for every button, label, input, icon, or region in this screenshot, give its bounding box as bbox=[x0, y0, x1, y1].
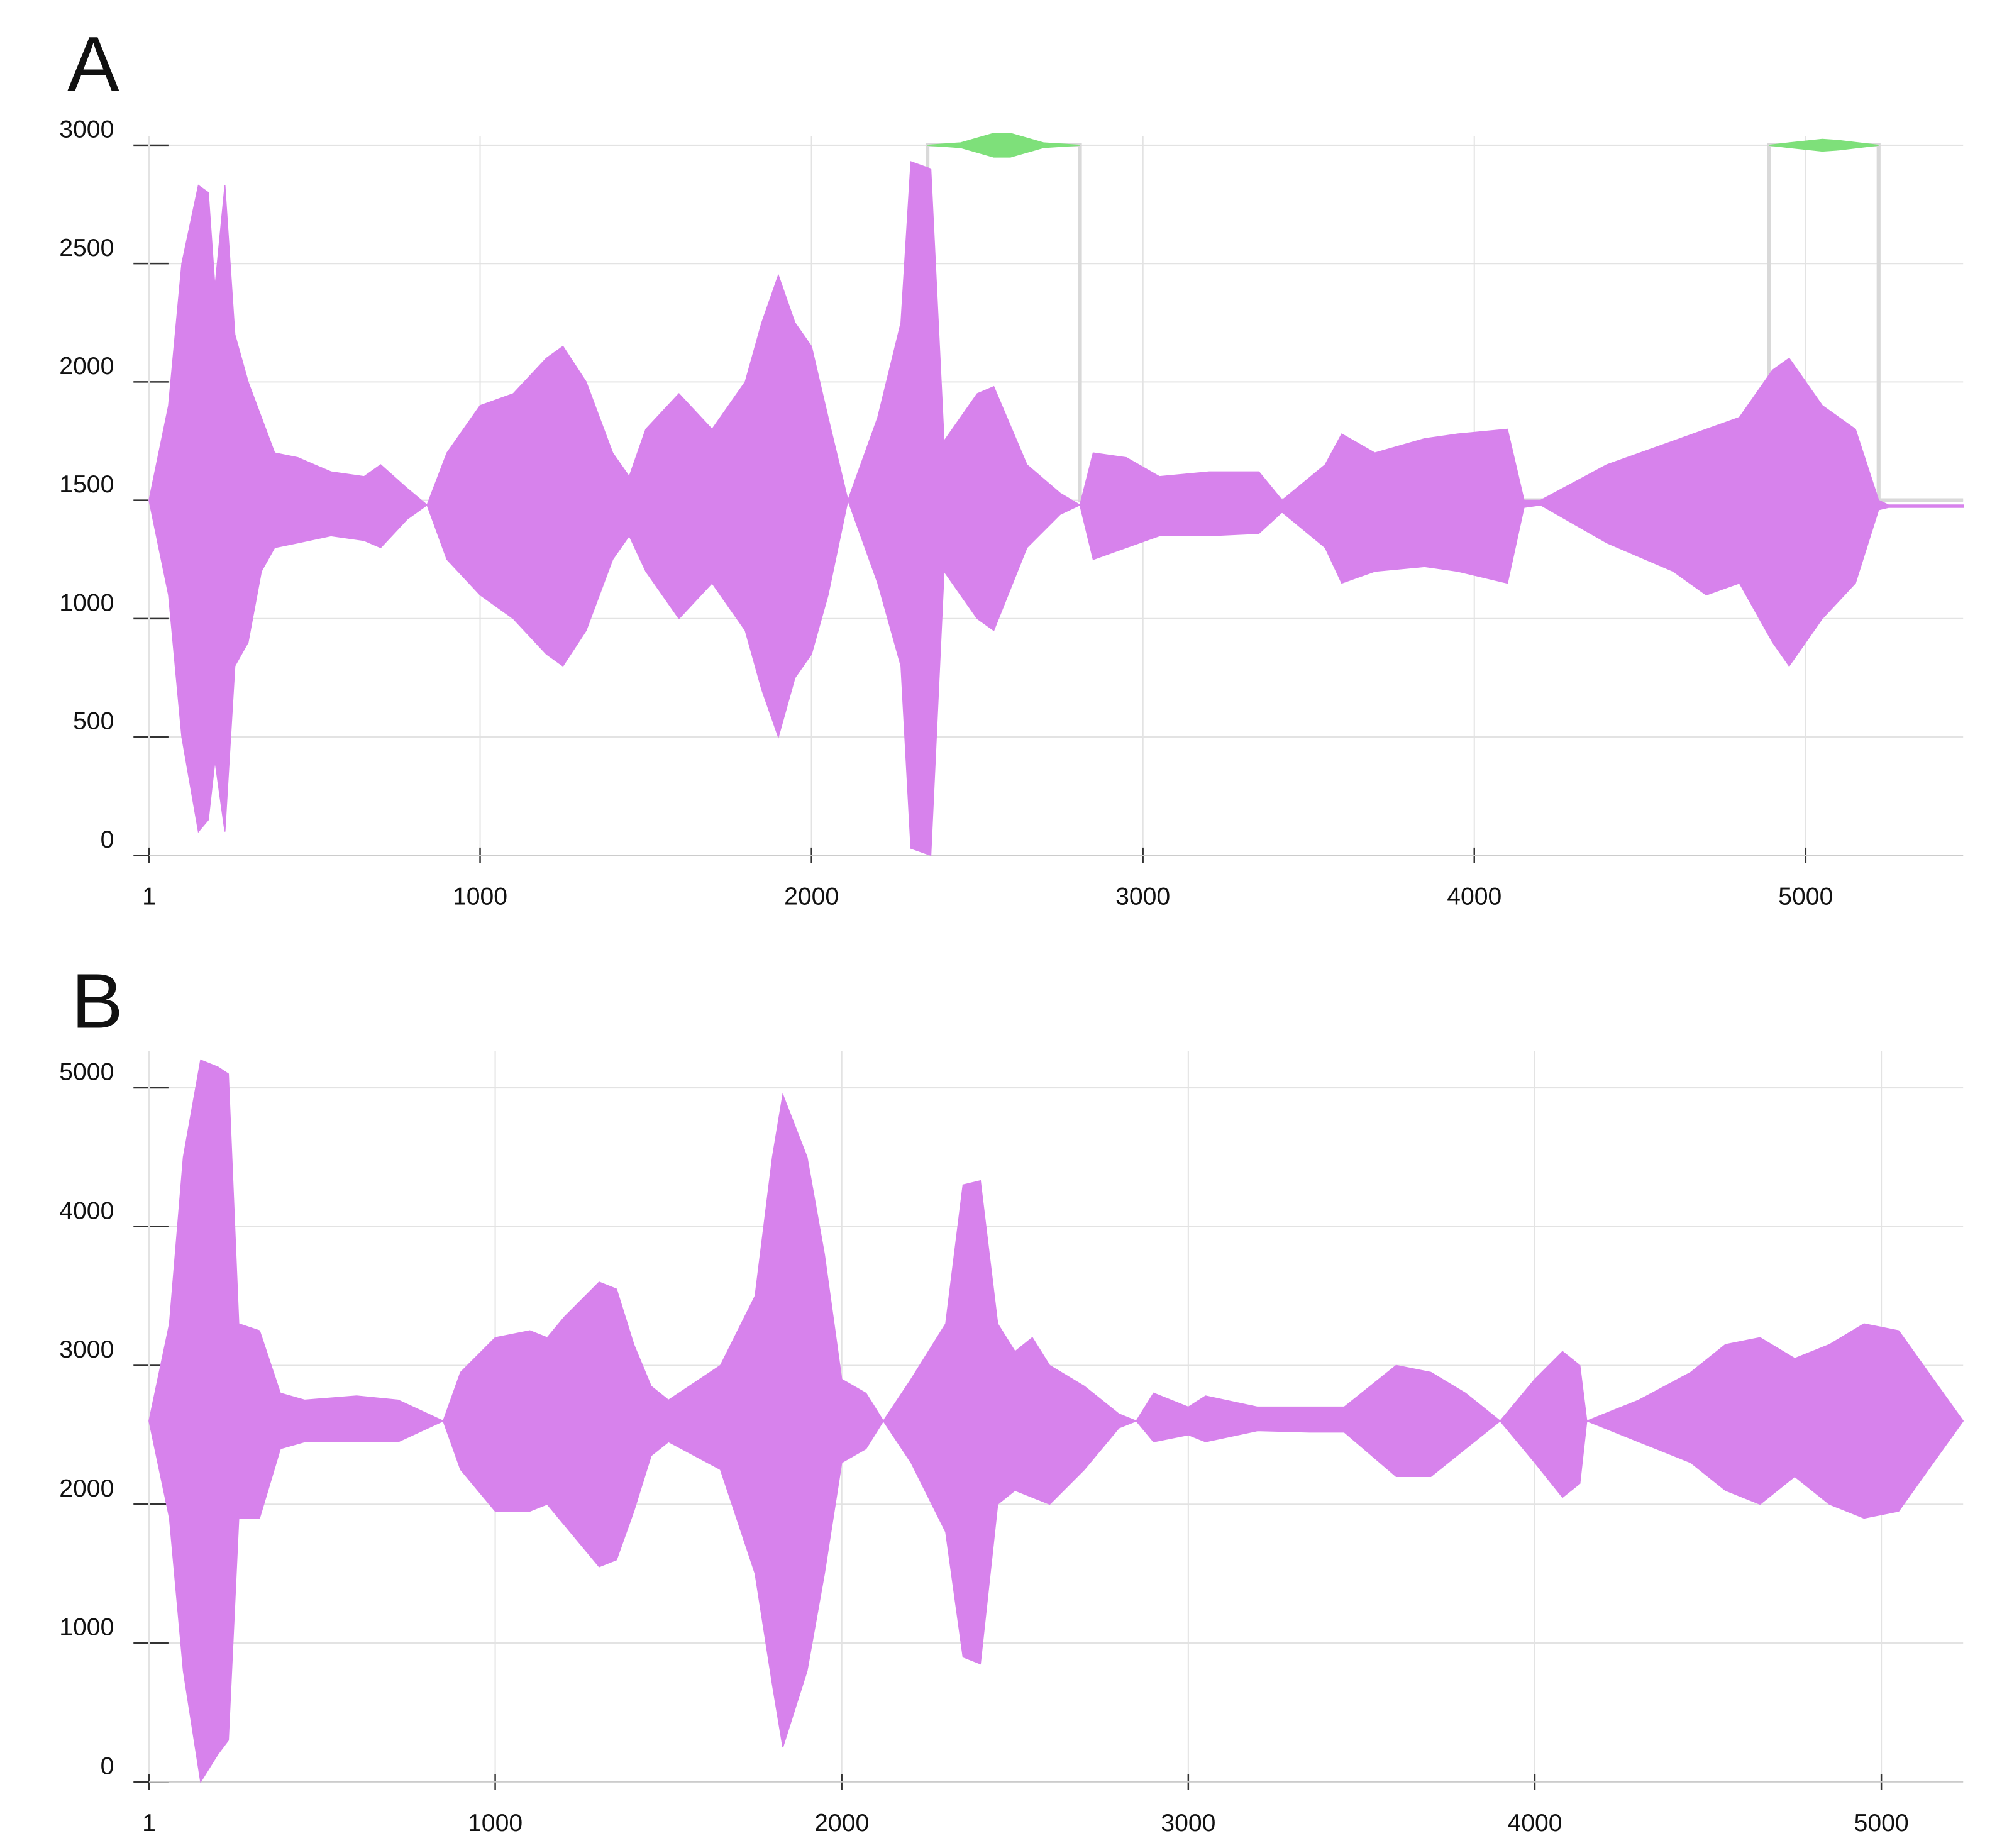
y-tick-label: 500 bbox=[73, 708, 114, 735]
x-tick-label: 5000 bbox=[1854, 1810, 1909, 1837]
x-tick-label: 5000 bbox=[1778, 883, 1833, 910]
x-tick-label: 3000 bbox=[1161, 1810, 1215, 1837]
x-tick-label: 2000 bbox=[784, 883, 839, 910]
panel-label: B bbox=[71, 958, 123, 1044]
x-tick-label: 1 bbox=[142, 1810, 156, 1837]
y-tick-label: 1000 bbox=[59, 1614, 114, 1641]
y-tick-label: 2000 bbox=[59, 353, 114, 380]
signal-band bbox=[1769, 138, 1879, 152]
y-tick-label: 0 bbox=[101, 826, 114, 853]
y-tick-label: 1500 bbox=[59, 471, 114, 498]
y-tick-label: 1000 bbox=[59, 589, 114, 616]
x-tick-label: 3000 bbox=[1115, 883, 1170, 910]
y-tick-label: 3000 bbox=[59, 116, 114, 143]
plot: 0 1000 2000 3000 4000 5000 1 1000 2000 3000 4000 50… bbox=[59, 1051, 1964, 1837]
waveform bbox=[148, 161, 1964, 856]
panel-label: A bbox=[67, 21, 119, 108]
y-tick-label: 0 bbox=[101, 1752, 114, 1779]
plot: 0 500 1000 1500 2000 2500 3000 1 1000 2000 3000 400… bbox=[59, 116, 1964, 910]
waveform bbox=[148, 1059, 1964, 1784]
y-tick-label: 2000 bbox=[59, 1475, 114, 1502]
x-tick-label: 1 bbox=[142, 883, 156, 910]
y-tick-label: 4000 bbox=[59, 1197, 114, 1224]
x-tick-label: 4000 bbox=[1447, 883, 1502, 910]
y-tick-label: 3000 bbox=[59, 1336, 114, 1363]
x-tick-label: 2000 bbox=[814, 1810, 869, 1837]
x-tick-label: 4000 bbox=[1507, 1810, 1562, 1837]
x-tick-label: 1000 bbox=[468, 1810, 523, 1837]
y-tick-label: 5000 bbox=[59, 1059, 114, 1086]
signal-band bbox=[927, 133, 1080, 158]
y-tick-label: 2500 bbox=[59, 235, 114, 262]
x-tick-label: 1000 bbox=[453, 883, 507, 910]
